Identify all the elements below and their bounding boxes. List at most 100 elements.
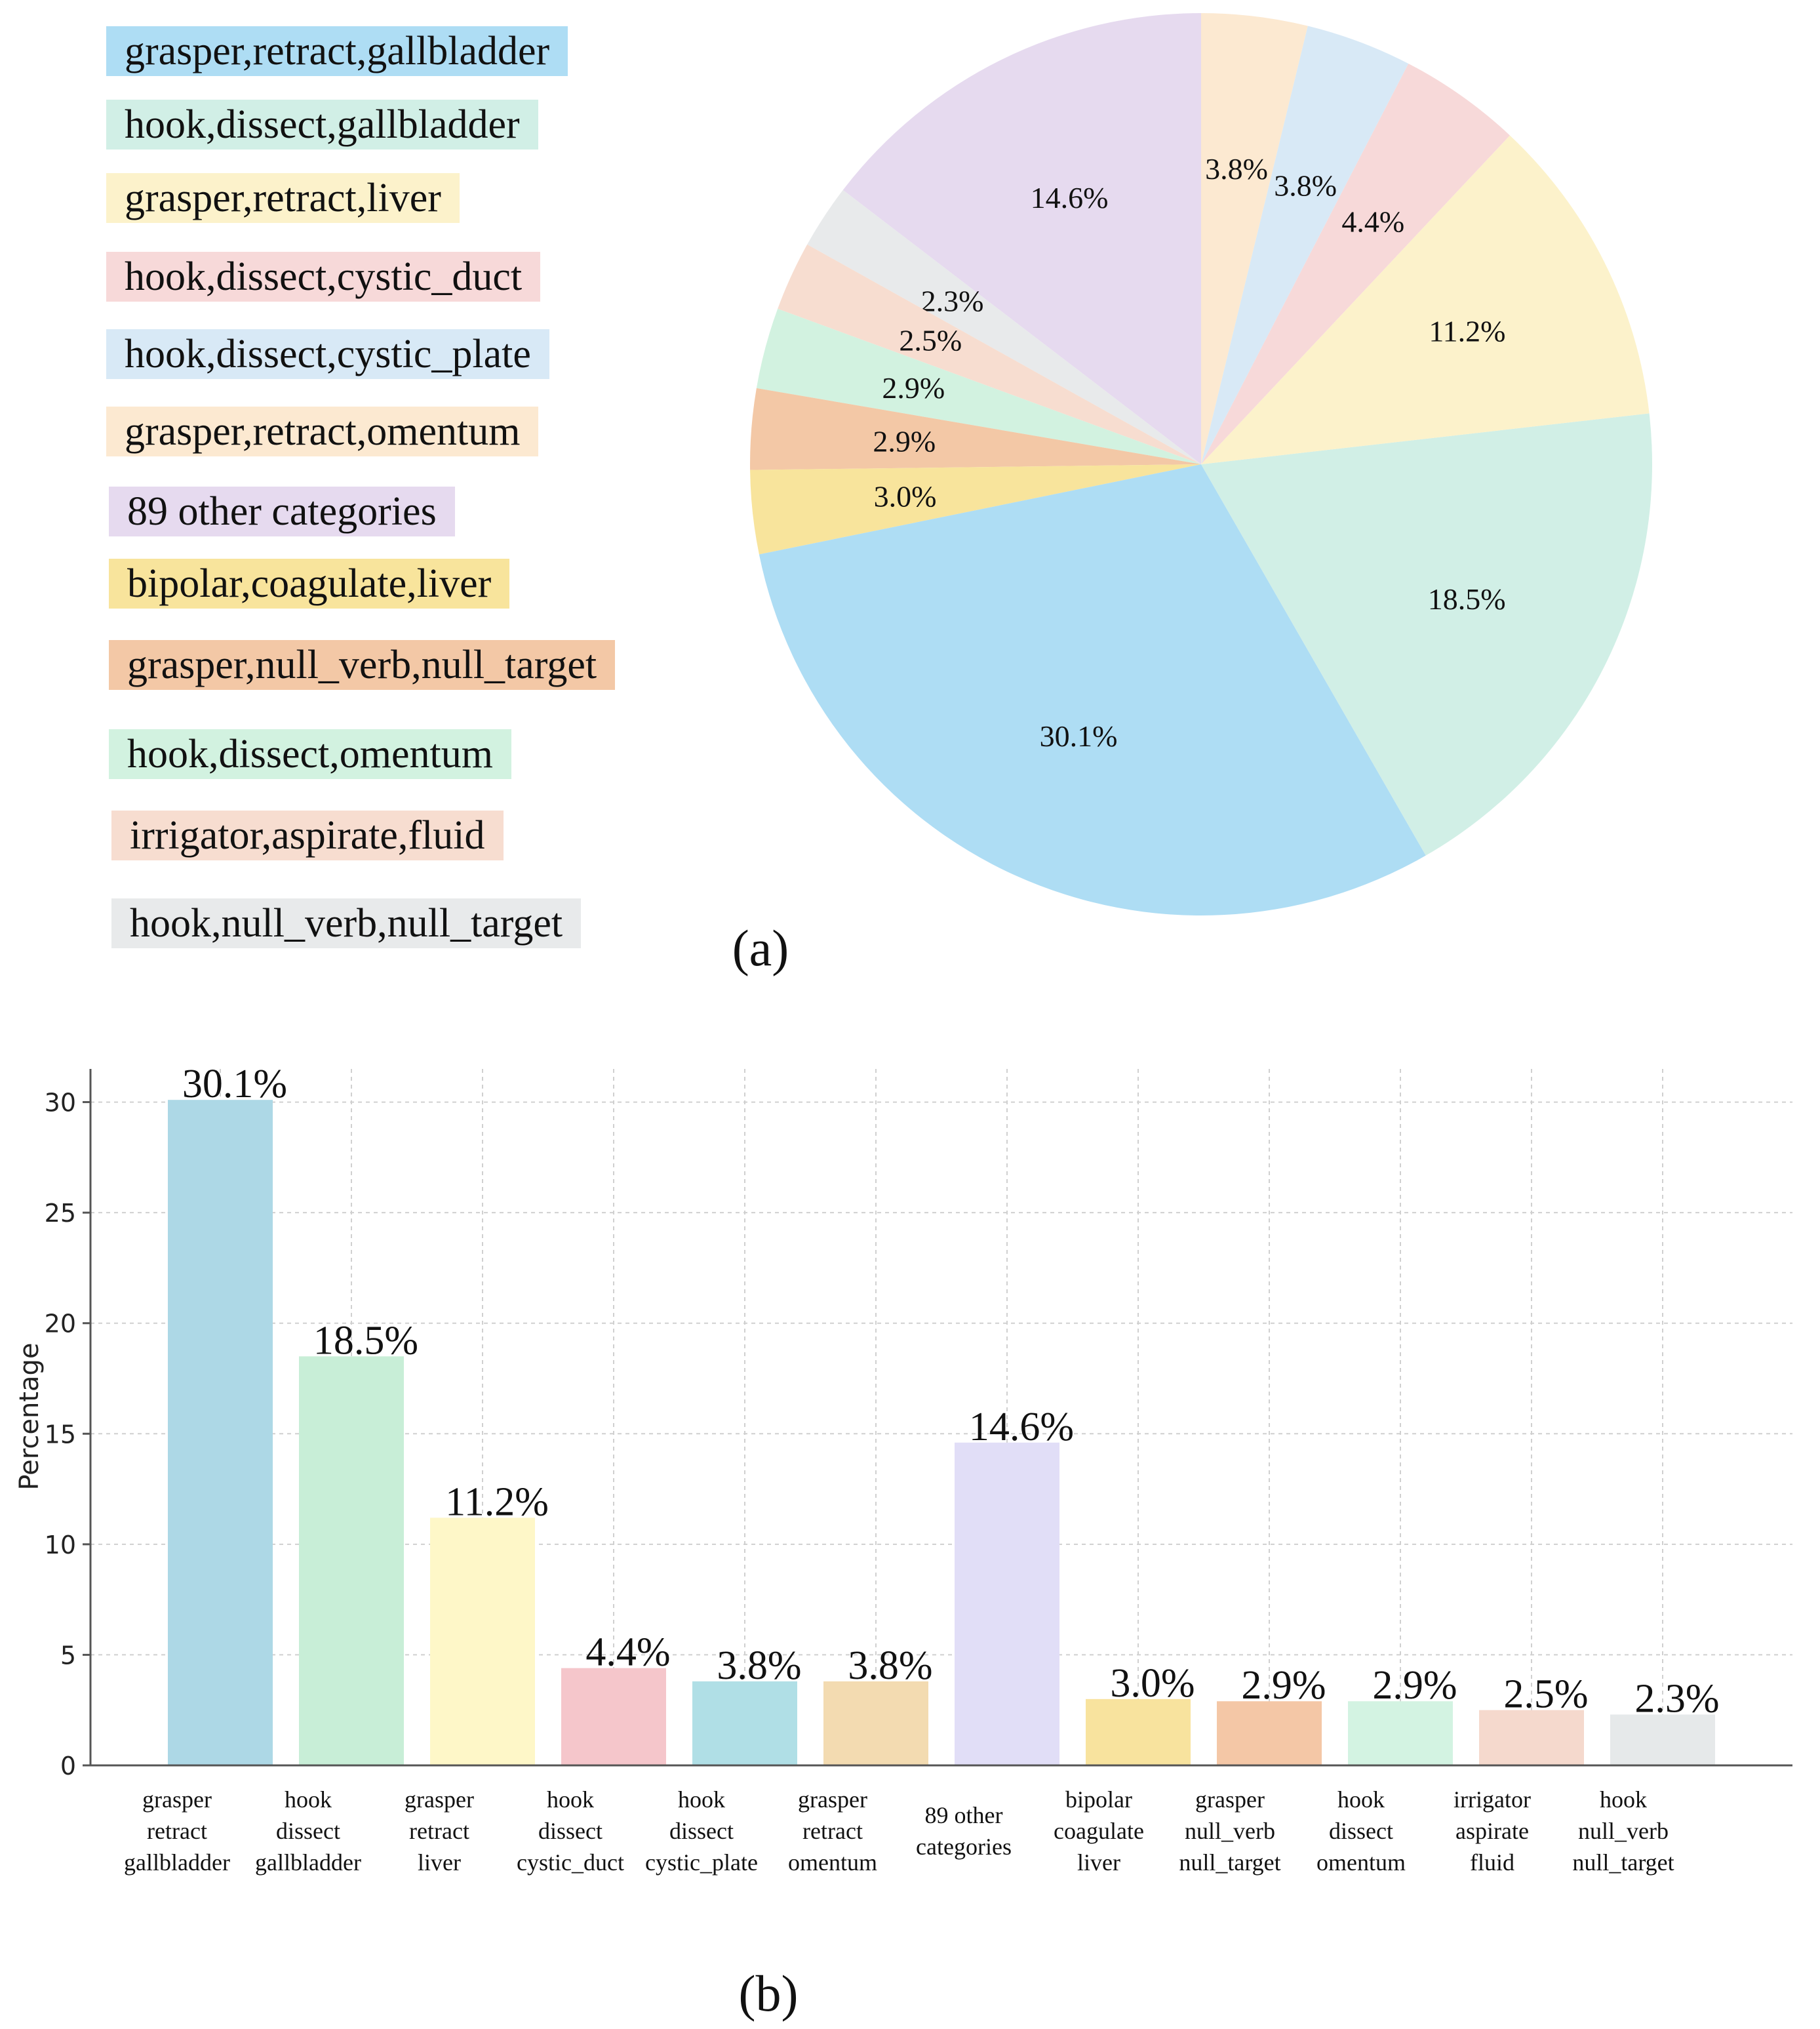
bar-value-label: 2.5% <box>1503 1672 1588 1717</box>
x-tick-label: null_verb <box>1578 1818 1669 1844</box>
pie-slice-label: 18.5% <box>1428 582 1506 616</box>
legend-item: grasper,retract,gallbladder <box>106 26 568 76</box>
x-tick-label: coagulate <box>1054 1818 1144 1844</box>
y-tick-label: 5 <box>60 1641 76 1670</box>
x-tick-label: hook <box>547 1786 594 1813</box>
pie-slice <box>807 190 1201 464</box>
legend-item: grasper,retract,liver <box>106 173 460 223</box>
x-tick-label: grasper <box>798 1786 867 1813</box>
bar-value-label: 11.2% <box>445 1479 549 1524</box>
x-tick-label: retract <box>409 1818 469 1844</box>
legend-item: hook,dissect,gallbladder <box>106 100 538 150</box>
x-tick-label: omentum <box>788 1849 877 1876</box>
x-tick-label: null_verb <box>1185 1818 1275 1844</box>
y-tick-label: 25 <box>45 1199 76 1228</box>
x-tick-label: hook <box>1337 1786 1385 1813</box>
y-tick-label: 15 <box>45 1420 76 1449</box>
x-tick-label: dissect <box>538 1818 603 1844</box>
pie-chart: 14.6% 2.3% 2.5% 2.9% 2.9% 3.0% 30.1% 18.5% 11.2%… <box>732 13 1652 976</box>
panel-label-b: (b) <box>739 1965 799 2022</box>
bar <box>1348 1701 1453 1765</box>
x-tick-label: gallbladder <box>124 1849 230 1876</box>
x-tick-label: grasper <box>142 1786 212 1813</box>
legend-item: hook,dissect,cystic_duct <box>106 252 541 302</box>
legend-item: grasper,null_verb,null_target <box>109 640 616 690</box>
pie-slice-label: 11.2% <box>1429 314 1505 348</box>
x-tick-label: hook <box>1600 1786 1647 1813</box>
legend-item: grasper,retract,omentum <box>106 407 539 456</box>
y-tick-label: 30 <box>45 1089 76 1117</box>
pie-slice-label: 4.4% <box>1341 205 1404 238</box>
x-tick-label: dissect <box>1329 1818 1393 1844</box>
bar <box>430 1517 535 1765</box>
x-tick-label: aspirate <box>1455 1818 1529 1844</box>
x-tick-label: liver <box>418 1849 461 1876</box>
pie-slice <box>1201 413 1652 856</box>
legend-item: hook,dissect,cystic_plate <box>106 329 549 379</box>
bar-value-label: 2.9% <box>1372 1663 1457 1708</box>
y-tick-label: 20 <box>45 1310 76 1338</box>
pie-slice <box>756 308 1201 464</box>
legend-item: bipolar,coagulate,liver <box>109 559 510 609</box>
bar-value-label: 3.0% <box>1110 1661 1195 1706</box>
y-tick-label: 10 <box>45 1531 76 1559</box>
pie-slice-label: 2.3% <box>921 285 984 318</box>
x-tick-label: 89 other <box>925 1802 1003 1828</box>
bar <box>1086 1698 1191 1765</box>
bar-value-label: 14.6% <box>969 1405 1074 1449</box>
bar <box>1610 1714 1715 1765</box>
bar-value-label: 3.8% <box>848 1643 932 1688</box>
pie-slice-label: 3.0% <box>874 479 937 513</box>
y-axis-label: Percentage <box>14 1342 45 1490</box>
bar-value-label: 30.1% <box>182 1062 287 1106</box>
x-tick-label: fluid <box>1470 1849 1514 1876</box>
bar-value-label: 2.3% <box>1634 1676 1719 1721</box>
pie-slice <box>1201 135 1650 464</box>
bar <box>955 1442 1059 1765</box>
legend-item: 89 other categories <box>109 487 455 536</box>
bar-chart: 0 5 10 15 20 25 30 30.1% grasper retract gallbladd… <box>14 1062 1792 2022</box>
panel-label-a: (a) <box>732 919 789 976</box>
x-tick-label: retract <box>802 1818 863 1844</box>
bar <box>1217 1701 1322 1765</box>
x-tick-label: irrigator <box>1454 1786 1531 1813</box>
y-tick-label: 0 <box>60 1752 76 1780</box>
x-tick-label: hook <box>678 1786 725 1813</box>
bar <box>692 1681 797 1765</box>
legend-item: hook,null_verb,null_target <box>111 898 582 948</box>
legend-item: irrigator,aspirate,fluid <box>111 811 504 860</box>
pie-slice <box>750 464 1201 555</box>
x-tick-label: null_target <box>1572 1849 1674 1876</box>
bar <box>823 1681 928 1765</box>
x-tick-label: gallbladder <box>255 1849 361 1876</box>
x-tick-label: categories <box>916 1834 1012 1860</box>
x-tick-label: retract <box>147 1818 207 1844</box>
bar-value-label: 3.8% <box>717 1643 801 1688</box>
x-tick-label: dissect <box>276 1818 340 1844</box>
bar <box>299 1356 404 1765</box>
bar <box>561 1668 666 1765</box>
x-tick-label: grasper <box>1195 1786 1265 1813</box>
bar <box>1479 1710 1584 1765</box>
pie-slice-label: 2.9% <box>873 424 936 458</box>
bar-value-label: 18.5% <box>313 1318 418 1363</box>
legend-item: hook,dissect,omentum <box>109 729 511 779</box>
x-tick-label: bipolar <box>1065 1786 1132 1813</box>
x-tick-label: cystic_duct <box>517 1849 624 1876</box>
bar-value-label: 4.4% <box>585 1630 670 1675</box>
pie-slice-label: 14.6% <box>1031 181 1109 214</box>
bar-value-label: 2.9% <box>1241 1663 1326 1708</box>
pie-slice-label: 3.8% <box>1274 169 1337 203</box>
pie-legend: grasper,retract,gallbladder hook,dissect,… <box>0 0 734 984</box>
pie-slice <box>842 13 1201 464</box>
x-tick-label: cystic_plate <box>645 1849 758 1876</box>
pie-slice <box>1201 63 1510 464</box>
x-tick-label: omentum <box>1316 1849 1406 1876</box>
pie-slice <box>1201 13 1308 464</box>
bar <box>168 1100 273 1765</box>
x-tick-label: null_target <box>1179 1849 1280 1876</box>
pie-slice <box>759 464 1426 915</box>
pie-slice <box>1201 26 1409 464</box>
pie-slice-label: 3.8% <box>1205 152 1268 186</box>
